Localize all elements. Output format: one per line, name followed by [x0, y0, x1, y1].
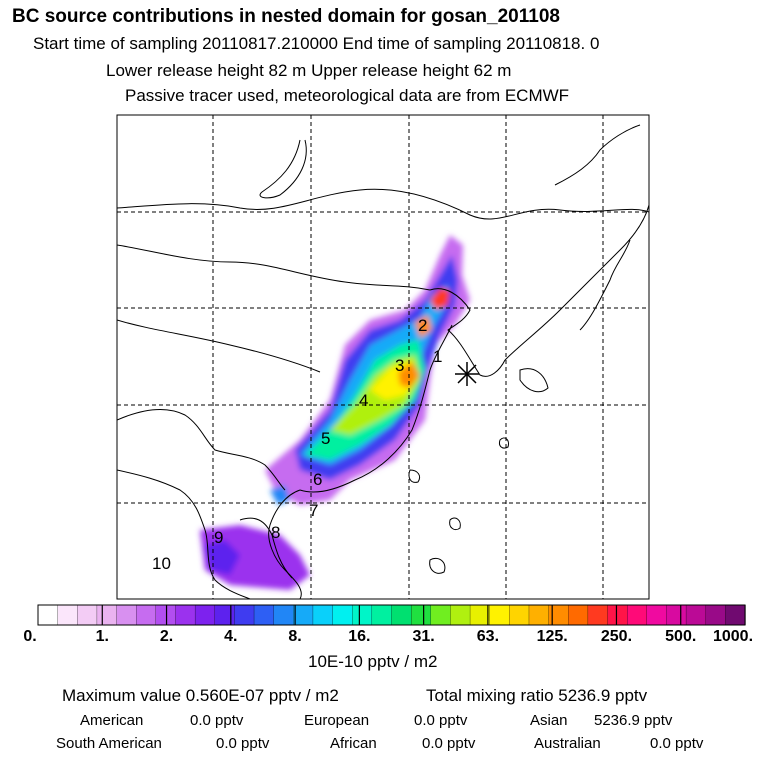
region-value-american: 0.0 pptv: [190, 712, 244, 729]
colorbar-cell: [489, 604, 510, 626]
colorbar-cell: [371, 604, 393, 626]
map-panel: 1 2 3 4 5 6 7 8 9 10: [116, 114, 650, 600]
colorbar-cell: [627, 604, 648, 626]
colorbar-cells: [37, 604, 746, 626]
region-value-australian: 0.0 pptv: [650, 735, 704, 752]
colorbar-cell: [450, 604, 471, 626]
region-name-african: African: [330, 735, 377, 752]
region-label-8: 8: [271, 523, 280, 542]
release-height-line: Lower release height 82 m Upper release …: [106, 61, 512, 80]
colorbar-major-dividers: [101, 605, 682, 625]
region-label-4: 4: [359, 391, 368, 410]
source-region-labels: 1 2 3 4 5 6 7 8 9 10: [152, 316, 442, 573]
region-label-7: 7: [309, 501, 318, 520]
colorbar-cell: [136, 604, 157, 626]
colorbar-cell: [77, 604, 98, 626]
region-label-10: 10: [152, 554, 171, 573]
region-label-1: 1: [433, 347, 442, 366]
region-name-south-american: South American: [56, 735, 162, 752]
maximum-value-label: Maximum value 0.560E-07 pptv / m2: [62, 686, 339, 705]
colorbar-tick-label: 250.: [600, 628, 633, 645]
receptor-asterisk-icon: [455, 362, 479, 386]
colorbar-cell: [352, 604, 373, 626]
colorbar-cell: [587, 604, 609, 626]
sampling-time-line: Start time of sampling 20110817.210000 E…: [33, 34, 600, 53]
colorbar-cell: [607, 604, 628, 626]
colorbar-tick-label: 1.: [95, 628, 109, 645]
region-value-asian: 5236.9 pptv: [594, 712, 673, 729]
colorbar-cell: [57, 604, 78, 626]
colorbar-cell: [293, 604, 314, 626]
colorbar-tick-label: 2.: [159, 628, 174, 645]
region-label-2: 2: [418, 316, 427, 335]
colorbar-cell: [155, 604, 177, 626]
map-frame: [116, 114, 650, 600]
colorbar-cell: [568, 604, 589, 626]
region-name-australian: Australian: [534, 735, 601, 752]
colorbar-tick-label: 1000.: [712, 628, 754, 645]
colorbar-cell: [273, 604, 294, 626]
colorbar-cell: [253, 604, 275, 626]
colorbar-cell: [528, 604, 550, 626]
colorbar-tick-label: 8.: [288, 628, 302, 645]
colorbar-tick-label: 31.: [412, 628, 435, 645]
colorbar-cell: [469, 604, 491, 626]
colorbar-cell: [214, 604, 236, 626]
colorbar-cell: [705, 604, 727, 626]
region-value-south-american: 0.0 pptv: [216, 735, 270, 752]
colorbar-tick-label: 500.: [665, 628, 697, 645]
colorbar-cell: [509, 604, 530, 626]
region-label-6: 6: [313, 470, 322, 489]
colorbar-tick-label: 63.: [476, 628, 500, 645]
colorbar-cell: [96, 604, 118, 626]
map-title: BC source contributions in nested domain…: [12, 6, 560, 27]
colorbar-cell: [234, 604, 255, 626]
colorbar-unit-label: 10E-10 pptv / m2: [308, 652, 438, 671]
graticule: [117, 115, 649, 599]
region-label-9: 9: [214, 528, 223, 547]
colorbar-cell: [116, 604, 137, 626]
tracer-info-line: Passive tracer used, meteorological data…: [125, 86, 570, 105]
region-value-european: 0.0 pptv: [414, 712, 468, 729]
colorbar-cell: [725, 604, 746, 626]
colorbar-frame: [37, 604, 746, 626]
map-content: 1 2 3 4 5 6 7 8 9 10: [117, 115, 649, 599]
colorbar-cell: [685, 604, 707, 626]
colorbar-cell: [391, 604, 412, 626]
colorbar-cell: [666, 604, 687, 626]
region-name-european: European: [304, 712, 370, 729]
region-value-african: 0.0 pptv: [422, 735, 476, 752]
region-name-american: American: [80, 712, 144, 729]
colorbar-cell: [312, 604, 334, 626]
colorbar-cell: [646, 604, 668, 626]
region-label-3: 3: [395, 356, 404, 375]
colorbar: [37, 604, 746, 626]
colorbar-tick-label: 0.: [23, 628, 37, 645]
total-mixing-ratio-label: Total mixing ratio 5236.9 pptv: [426, 686, 648, 705]
colorbar-cell: [332, 604, 353, 626]
colorbar-cell: [410, 604, 432, 626]
coastlines: [117, 124, 649, 599]
colorbar-tick-label: 125.: [536, 628, 568, 645]
colorbar-cell: [175, 604, 196, 626]
region-name-asian: Asian: [530, 712, 568, 729]
region-label-5: 5: [321, 429, 330, 448]
colorbar-tick-label: 4.: [224, 628, 238, 645]
colorbar-cell: [194, 604, 216, 626]
concentration-plume: [200, 235, 470, 590]
colorbar-tick-label: 16.: [348, 628, 371, 645]
colorbar-cell: [37, 604, 59, 626]
colorbar-cell: [430, 604, 452, 626]
